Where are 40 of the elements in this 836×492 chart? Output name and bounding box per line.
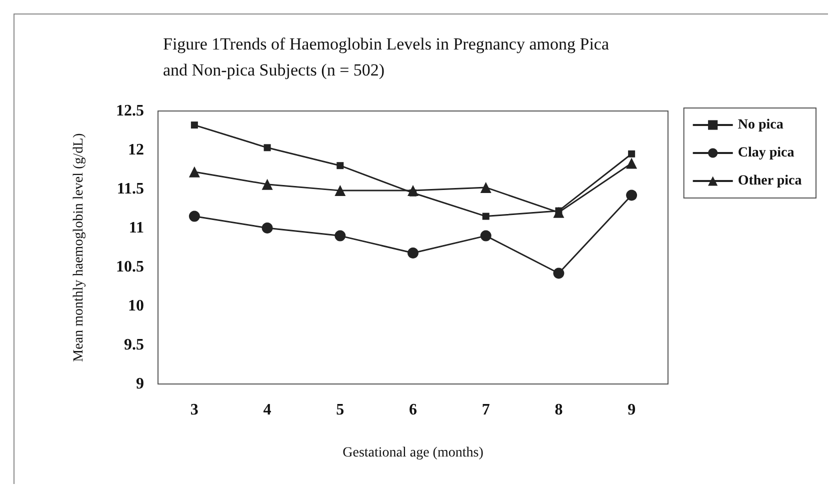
point xyxy=(480,182,492,193)
legend-label: Other pica xyxy=(738,174,802,188)
point xyxy=(626,158,638,169)
y-tick-label: 12.5 xyxy=(116,102,144,120)
x-tick-label: 7 xyxy=(482,402,490,418)
point xyxy=(190,122,198,129)
x-tick-label: 9 xyxy=(628,402,636,418)
point xyxy=(408,247,418,258)
x-tick-label: 6 xyxy=(409,402,417,418)
point xyxy=(188,166,200,178)
point xyxy=(626,190,638,201)
point xyxy=(264,144,271,152)
point xyxy=(553,206,564,218)
y-axis-title: Mean monthly haemoglobin level (g/dL) xyxy=(72,132,86,362)
x-tick-label: 3 xyxy=(190,402,198,418)
point xyxy=(334,185,346,196)
x-tick-label: 8 xyxy=(554,402,563,418)
x-tick-label: 5 xyxy=(336,402,344,418)
point xyxy=(553,268,564,279)
point xyxy=(408,185,418,196)
point xyxy=(262,178,273,190)
x-axis-title: Gestational age (months) xyxy=(342,446,484,460)
point xyxy=(262,222,273,234)
legend-label: Clay pica xyxy=(738,146,794,160)
y-tick-label: 12 xyxy=(128,142,144,158)
point xyxy=(628,150,636,158)
legend-label: No pica xyxy=(738,118,784,132)
point xyxy=(482,212,490,220)
y-tick-label: 9 xyxy=(136,376,144,392)
y-tick-label: 10 xyxy=(128,298,144,314)
y-tick-label: 9.5 xyxy=(124,336,144,354)
chart-title: Figure 1Trends of Haemoglobin Levels in Pregnancy among Pica and Non-pica Subjects (n = 502) xyxy=(163,34,614,80)
point xyxy=(334,230,346,242)
point xyxy=(336,162,344,170)
y-tick-label: 11 xyxy=(128,220,144,236)
point xyxy=(188,210,200,222)
y-tick-label: 10.5 xyxy=(116,258,144,276)
y-tick-label: 11.5 xyxy=(116,180,144,198)
point xyxy=(480,230,492,242)
x-tick-label: 4 xyxy=(263,402,272,418)
